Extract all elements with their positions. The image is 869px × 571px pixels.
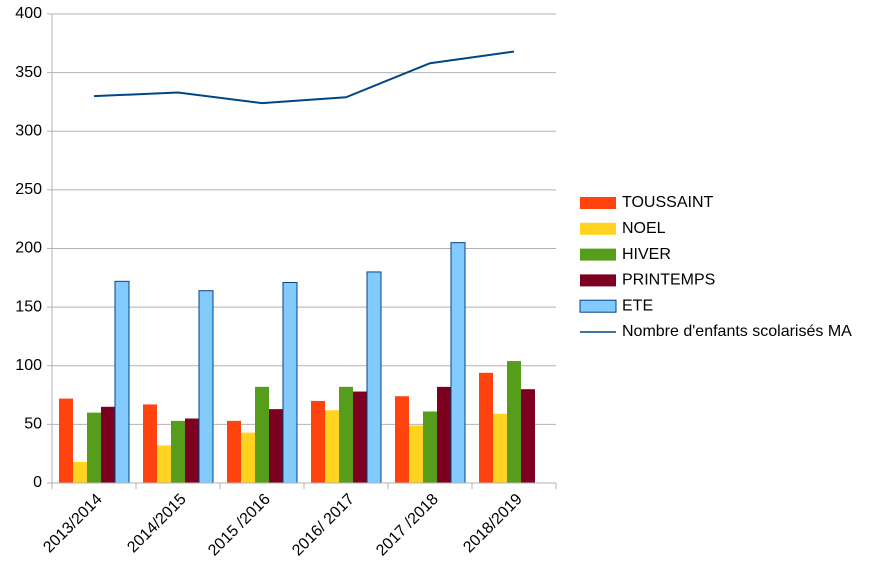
bar — [198, 290, 214, 484]
bar — [450, 242, 466, 484]
bar — [185, 418, 199, 483]
bar — [157, 445, 171, 483]
y-tick-label: 0 — [33, 474, 42, 491]
bar — [311, 400, 325, 483]
legend-label: TOUSSAINT — [622, 194, 714, 211]
bar — [493, 413, 507, 483]
bar — [73, 461, 87, 483]
x-tick-label: 2016/ 2017 — [289, 491, 358, 560]
legend-label: NOEL — [622, 220, 666, 237]
bar — [423, 411, 437, 483]
x-tick-label: 2014/2015 — [124, 491, 190, 557]
bar — [479, 372, 493, 483]
bar — [101, 406, 115, 483]
x-tick-label: 2013/2014 — [40, 491, 106, 557]
bar — [409, 425, 423, 483]
bar — [87, 412, 101, 483]
legend-label: ETE — [622, 297, 653, 314]
x-tick-label: 2018/2019 — [460, 491, 526, 557]
legend-label: PRINTEMPS — [622, 272, 715, 289]
bar — [353, 391, 367, 483]
line-series — [93, 50, 515, 105]
y-tick-label: 200 — [15, 240, 42, 257]
bar — [395, 396, 409, 483]
bar — [241, 432, 255, 483]
bar — [325, 410, 339, 483]
x-tick-label: 2015 /2016 — [205, 491, 274, 560]
bar — [143, 404, 157, 483]
y-tick-label: 50 — [24, 416, 42, 433]
bar — [282, 282, 298, 484]
bar — [437, 386, 451, 483]
bar — [366, 271, 382, 484]
bar — [521, 389, 535, 483]
x-tick-label: 2017 /2018 — [373, 491, 442, 560]
bar — [59, 398, 73, 483]
y-tick-label: 350 — [15, 64, 42, 81]
bar — [507, 361, 521, 483]
y-tick-label: 300 — [15, 122, 42, 139]
y-tick-label: 100 — [15, 357, 42, 374]
legend-swatch — [579, 299, 617, 313]
bar — [339, 386, 353, 483]
legend-label: HIVER — [622, 246, 671, 263]
legend-swatch — [580, 274, 616, 287]
legend-swatch — [580, 197, 616, 209]
bar — [171, 420, 185, 483]
y-tick-label: 150 — [15, 298, 42, 315]
y-tick-label: 250 — [15, 181, 42, 198]
bar — [114, 280, 130, 484]
legend-label: Nombre d'enfants scolarisés MA — [622, 323, 852, 340]
bar — [269, 409, 283, 483]
bar — [227, 420, 241, 483]
y-tick-label: 400 — [15, 5, 42, 22]
legend-swatch — [580, 222, 616, 235]
legend-swatch — [580, 248, 616, 261]
bar — [255, 386, 269, 483]
